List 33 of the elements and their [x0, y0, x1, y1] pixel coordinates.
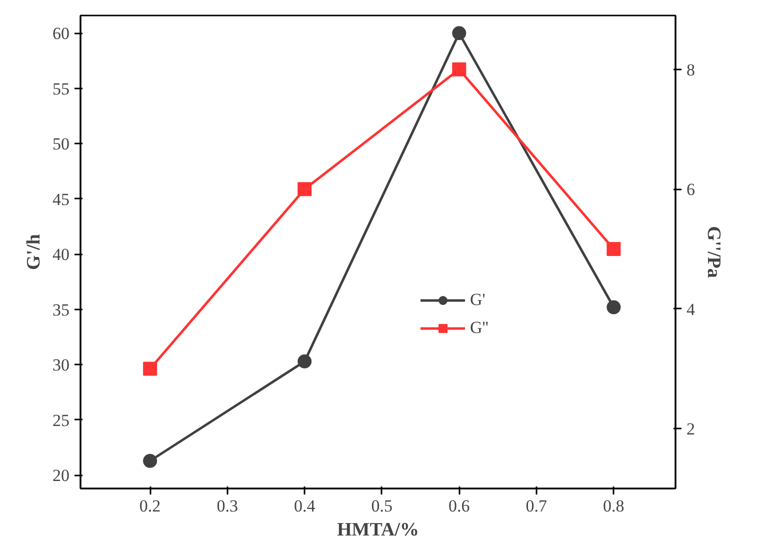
point [452, 26, 466, 40]
y-tick-label: 20 [52, 466, 70, 486]
y-tick-label: 40 [52, 245, 70, 264]
point [298, 182, 312, 196]
point [143, 454, 158, 468]
x-tick-label: 0.3 [216, 496, 238, 516]
y2-tick-label: 2 [686, 420, 695, 439]
x-tick-label: 0.2 [139, 496, 161, 516]
y-tick-label: 35 [52, 300, 70, 320]
y-tick-label: 55 [52, 79, 70, 98]
point [298, 354, 312, 368]
point [606, 242, 621, 256]
x-tick-label: 0.6 [448, 496, 470, 516]
y2-axis-title: G''/Pa [703, 226, 724, 278]
y-axis-title: G'/h [24, 234, 44, 270]
point [606, 300, 621, 314]
x-tick-label: 0.8 [603, 496, 624, 516]
y-tick-label: 50 [52, 134, 70, 154]
point [143, 362, 158, 376]
x-axis-title: HMTA/% [337, 520, 419, 540]
y2-tick-label: 8 [686, 60, 695, 80]
y-tick-label: 25 [52, 410, 70, 430]
y2-tick-label: 6 [686, 180, 695, 200]
x-tick-label: 0.7 [526, 496, 548, 516]
x-tick-label: 0.4 [294, 496, 316, 516]
x-tick-label: 0.5 [371, 496, 392, 516]
y-tick-label: 60 [52, 24, 70, 44]
y-tick-label: 30 [52, 356, 70, 375]
y-tick-label: 45 [52, 190, 70, 209]
legend-label: G'' [470, 318, 490, 338]
legend-label: G' [470, 290, 486, 310]
point [452, 62, 466, 76]
y2-tick-label: 4 [686, 300, 696, 319]
